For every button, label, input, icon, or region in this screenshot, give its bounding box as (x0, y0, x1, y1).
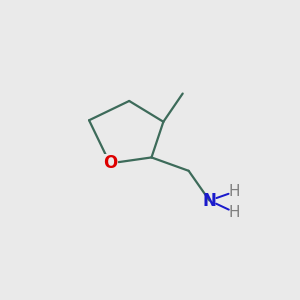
Text: H: H (229, 184, 241, 199)
Text: N: N (202, 191, 216, 209)
Text: H: H (229, 205, 241, 220)
Text: O: O (103, 154, 117, 172)
